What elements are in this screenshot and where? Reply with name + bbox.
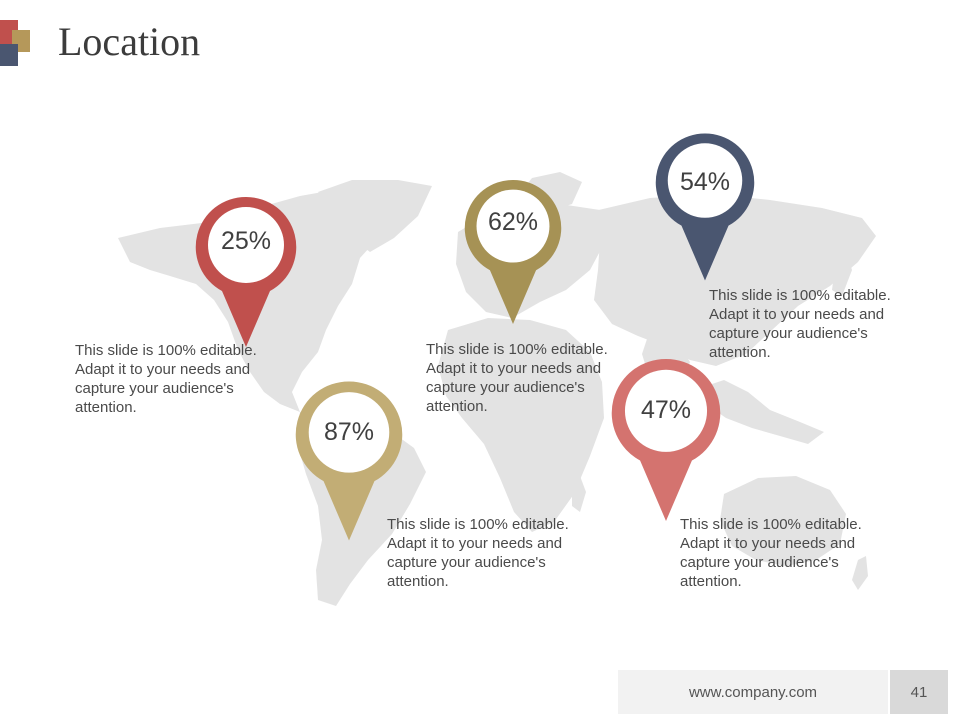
page-title: Location	[58, 19, 201, 64]
map-africa	[438, 318, 604, 532]
description-southeast-asia: This slide is 100% editable. Adapt it to…	[680, 516, 862, 590]
map-north-america	[118, 184, 425, 412]
description-asia: This slide is 100% editable. Adapt it to…	[709, 287, 891, 361]
description-europe: This slide is 100% editable. Adapt it to…	[426, 341, 608, 415]
map-australia	[720, 476, 846, 566]
logo	[0, 20, 34, 66]
footer-url[interactable]: www.company.com	[618, 670, 888, 714]
map-pin-icon	[295, 381, 403, 541]
pin-value-label: 25%	[220, 227, 272, 255]
logo-square-navy	[0, 44, 18, 66]
description-north-america: This slide is 100% editable. Adapt it to…	[75, 342, 257, 416]
map-southeast-asia	[700, 380, 824, 444]
map-madagascar	[572, 476, 586, 512]
location-pin-south-america: 87%	[295, 380, 403, 542]
map-pin-icon	[611, 358, 721, 521]
map-japan	[832, 250, 852, 296]
location-pin-europe: 62%	[464, 178, 562, 326]
map-asia	[590, 194, 876, 366]
location-pin-north-america: 25%	[195, 196, 297, 347]
map-greenland	[318, 180, 432, 252]
location-pin-southeast-asia: 47%	[611, 358, 721, 522]
map-pin-icon	[195, 196, 297, 347]
location-pin-asia: 54%	[655, 132, 755, 282]
pin-value-label: 87%	[323, 418, 375, 446]
map-new-zealand	[852, 556, 868, 590]
page-number: 41	[890, 670, 948, 714]
pin-value-label: 62%	[487, 208, 539, 236]
description-south-america: This slide is 100% editable. Adapt it to…	[387, 516, 569, 590]
map-pin-icon	[464, 179, 562, 324]
map-pin-icon	[655, 133, 755, 281]
pin-value-label: 47%	[640, 396, 692, 424]
pin-value-label: 54%	[679, 168, 731, 196]
